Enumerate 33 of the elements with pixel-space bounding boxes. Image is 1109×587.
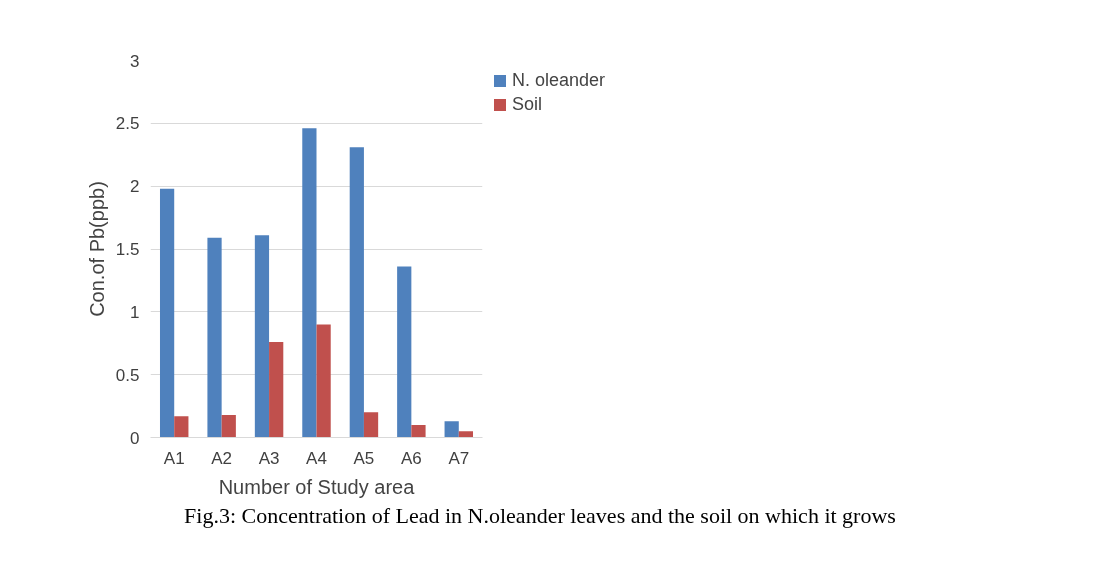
bar [207,237,222,438]
x-tick-label: A3 [258,448,280,468]
bar [397,266,412,438]
bar [411,424,426,438]
bar [458,431,474,438]
bar [159,188,175,438]
x-tick-label: A1 [163,448,185,468]
caption: Fig.3: Concentration of Lead in N.oleander leaves and the soil on which it grows [184,502,896,530]
bar [269,341,284,438]
bar [302,128,317,438]
y-tick-label: 3 [130,51,140,71]
bar [363,412,379,438]
x-axis-title: Number of Study area [218,475,416,498]
y-tick-label: 2 [130,177,140,197]
x-tick-label: A7 [448,448,470,468]
y-tick-label: 0 [130,428,140,448]
legend-label: N. oleander [512,70,606,91]
y-axis-title: Con.of Pb(ppb) [85,181,108,317]
y-tick-label: 1 [130,302,140,322]
bar [221,414,236,438]
x-tick-label: A6 [400,448,422,468]
y-tick-label: 1.5 [115,240,140,259]
x-tick-label: A2 [211,448,233,468]
bar [174,416,189,438]
bar [316,324,331,438]
y-tick-label: 2.5 [115,114,140,134]
legend-label: Soil [512,94,543,115]
bar [349,147,364,438]
y-tick-label: 0.5 [115,365,140,385]
bar [254,235,270,438]
x-tick-label: A5 [353,448,375,468]
bar [444,421,459,438]
x-tick-label: A4 [306,448,327,468]
